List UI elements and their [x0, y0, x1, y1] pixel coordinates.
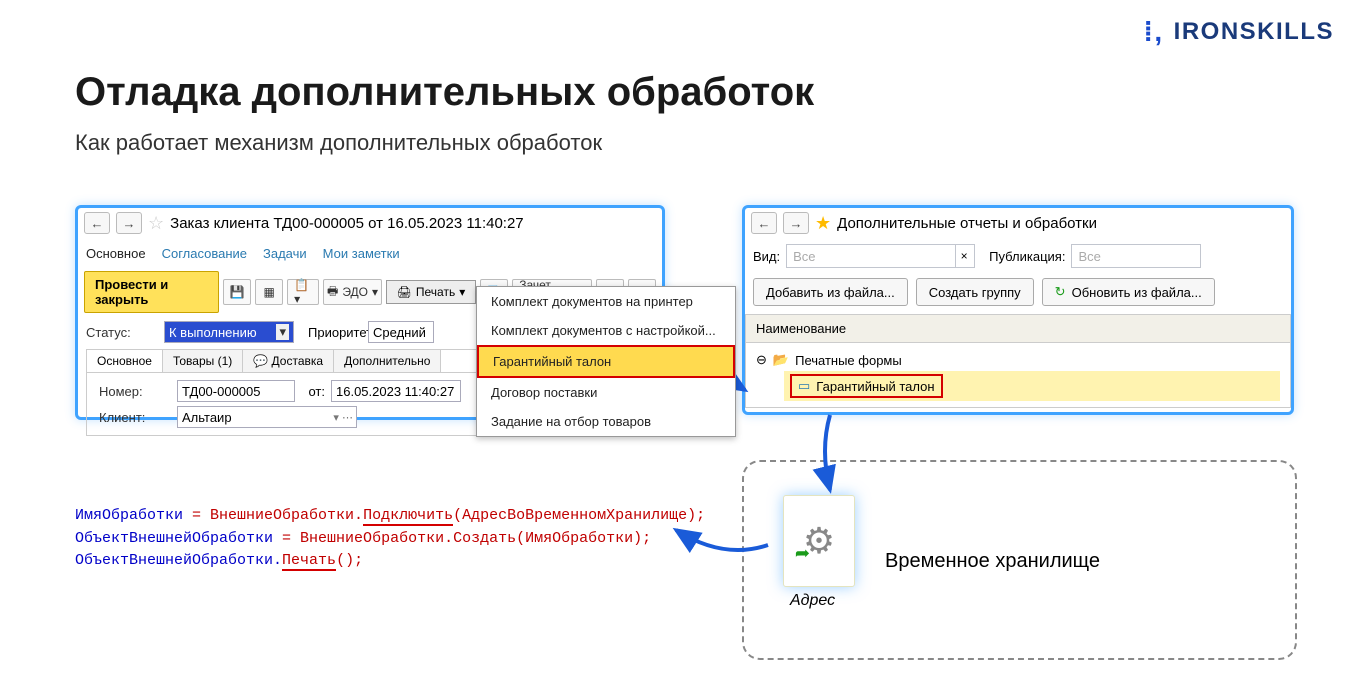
update-file-button[interactable]: ↻Обновить из файла... — [1042, 278, 1215, 306]
number-label: Номер: — [99, 384, 171, 399]
copy-button[interactable]: 📋▾ — [287, 279, 319, 305]
pub-label: Публикация: — [989, 249, 1065, 264]
client-input[interactable]: Альтаир — [177, 406, 357, 428]
window-order: ← → ☆ Заказ клиента ТД00-000005 от 16.05… — [75, 205, 665, 420]
tree-folder-row[interactable]: ⊖ 📂 Печатные формы — [756, 349, 1280, 371]
storage-label: Временное хранилище — [885, 550, 1100, 573]
star-icon[interactable]: ☆ — [148, 213, 164, 234]
pub-select[interactable]: Все — [1071, 244, 1201, 268]
gear-file-icon: ⚙➦ — [783, 495, 855, 587]
code-line-2: ОбъектВнешнейОбработки = ВнешниеОбработк… — [75, 528, 705, 551]
status-select[interactable]: К выполнению — [164, 321, 294, 343]
edo-button[interactable]: 🖶 ЭДО ▾ — [323, 279, 381, 305]
save-button[interactable]: 💾 — [223, 279, 251, 305]
gear-icon: ⚙➦ — [803, 520, 835, 562]
number-input[interactable]: ТД00-000005 — [177, 380, 295, 402]
dd-task[interactable]: Задание на отбор товаров — [477, 407, 735, 436]
create-group-button[interactable]: Создать группу — [916, 278, 1034, 306]
brand-logo: ⁞, IRONSKILLS — [1144, 18, 1334, 46]
dd-docs-settings[interactable]: Комплект документов с настройкой... — [477, 316, 735, 345]
logo-mark: ⁞, — [1144, 18, 1164, 46]
gear-caption: Адрес — [790, 592, 835, 610]
tab-notes[interactable]: Мои заметки — [323, 246, 400, 261]
forward-button[interactable]: → — [116, 212, 142, 234]
post-button[interactable]: ▦ — [255, 279, 283, 305]
date-input[interactable]: 16.05.2023 11:40:27 — [331, 380, 461, 402]
subtab-extra[interactable]: Дополнительно — [334, 350, 441, 372]
vid-select[interactable]: Все — [786, 244, 956, 268]
green-arrow-icon: ➦ — [795, 543, 810, 564]
subtab-delivery[interactable]: 💬 Доставка — [243, 350, 334, 372]
back-button[interactable]: ← — [84, 212, 110, 234]
brand-text: IRONSKILLS — [1174, 18, 1334, 46]
code-line-3: ОбъектВнешнейОбработки.Печать(); — [75, 550, 705, 573]
tab-agree[interactable]: Согласование — [162, 246, 247, 261]
vid-label: Вид: — [753, 249, 780, 264]
add-file-button[interactable]: Добавить из файла... — [753, 278, 908, 306]
tabs-row: Основное Согласование Задачи Мои заметки — [78, 238, 662, 269]
back-button-2[interactable]: ← — [751, 212, 777, 234]
tree: ⊖ 📂 Печатные формы ▭ Гарантийный талон — [745, 343, 1291, 408]
collapse-icon[interactable]: ⊖ — [756, 352, 767, 368]
client-label: Клиент: — [99, 410, 171, 425]
code-line-1: ИмяОбработки = ВнешниеОбработки.Подключи… — [75, 505, 705, 528]
tree-item-row[interactable]: ▭ Гарантийный талон — [784, 371, 1280, 401]
forward-button-2[interactable]: → — [783, 212, 809, 234]
print-dropdown: Комплект документов на принтер Комплект … — [476, 286, 736, 437]
column-header: Наименование — [745, 314, 1291, 343]
dd-warranty[interactable]: Гарантийный талон — [477, 345, 735, 378]
status-label: Статус: — [86, 325, 158, 340]
priority-label: Приоритет: — [308, 325, 362, 340]
code-block: ИмяОбработки = ВнешниеОбработки.Подключи… — [75, 505, 705, 573]
page-subtitle: Как работает механизм дополнительных обр… — [75, 130, 602, 156]
print-button[interactable]: 🖨 Печать ▾ — [386, 280, 477, 304]
vid-clear[interactable]: × — [953, 244, 975, 268]
reports-title: Дополнительные отчеты и обработки — [837, 215, 1097, 232]
tab-main[interactable]: Основное — [86, 246, 146, 261]
subtab-goods[interactable]: Товары (1) — [163, 350, 243, 372]
star-icon-2[interactable]: ★ — [815, 213, 831, 234]
order-title: Заказ клиента ТД00-000005 от 16.05.2023 … — [170, 215, 524, 232]
post-close-button[interactable]: Провести и закрыть — [84, 271, 219, 313]
page-title: Отладка дополнительных обработок — [75, 70, 814, 115]
folder-label: Печатные формы — [795, 353, 902, 368]
priority-select[interactable]: Средний — [368, 321, 434, 343]
window-reports: ← → ★ Дополнительные отчеты и обработки … — [742, 205, 1294, 415]
subtab-main[interactable]: Основное — [87, 350, 163, 372]
tab-tasks[interactable]: Задачи — [263, 246, 307, 261]
dd-docs-printer[interactable]: Комплект документов на принтер — [477, 287, 735, 316]
item-label: Гарантийный талон — [816, 379, 934, 394]
date-label: от: — [301, 384, 325, 399]
item-icon: ▭ — [798, 378, 810, 394]
folder-icon: 📂 — [773, 352, 789, 368]
dd-contract[interactable]: Договор поставки — [477, 378, 735, 407]
